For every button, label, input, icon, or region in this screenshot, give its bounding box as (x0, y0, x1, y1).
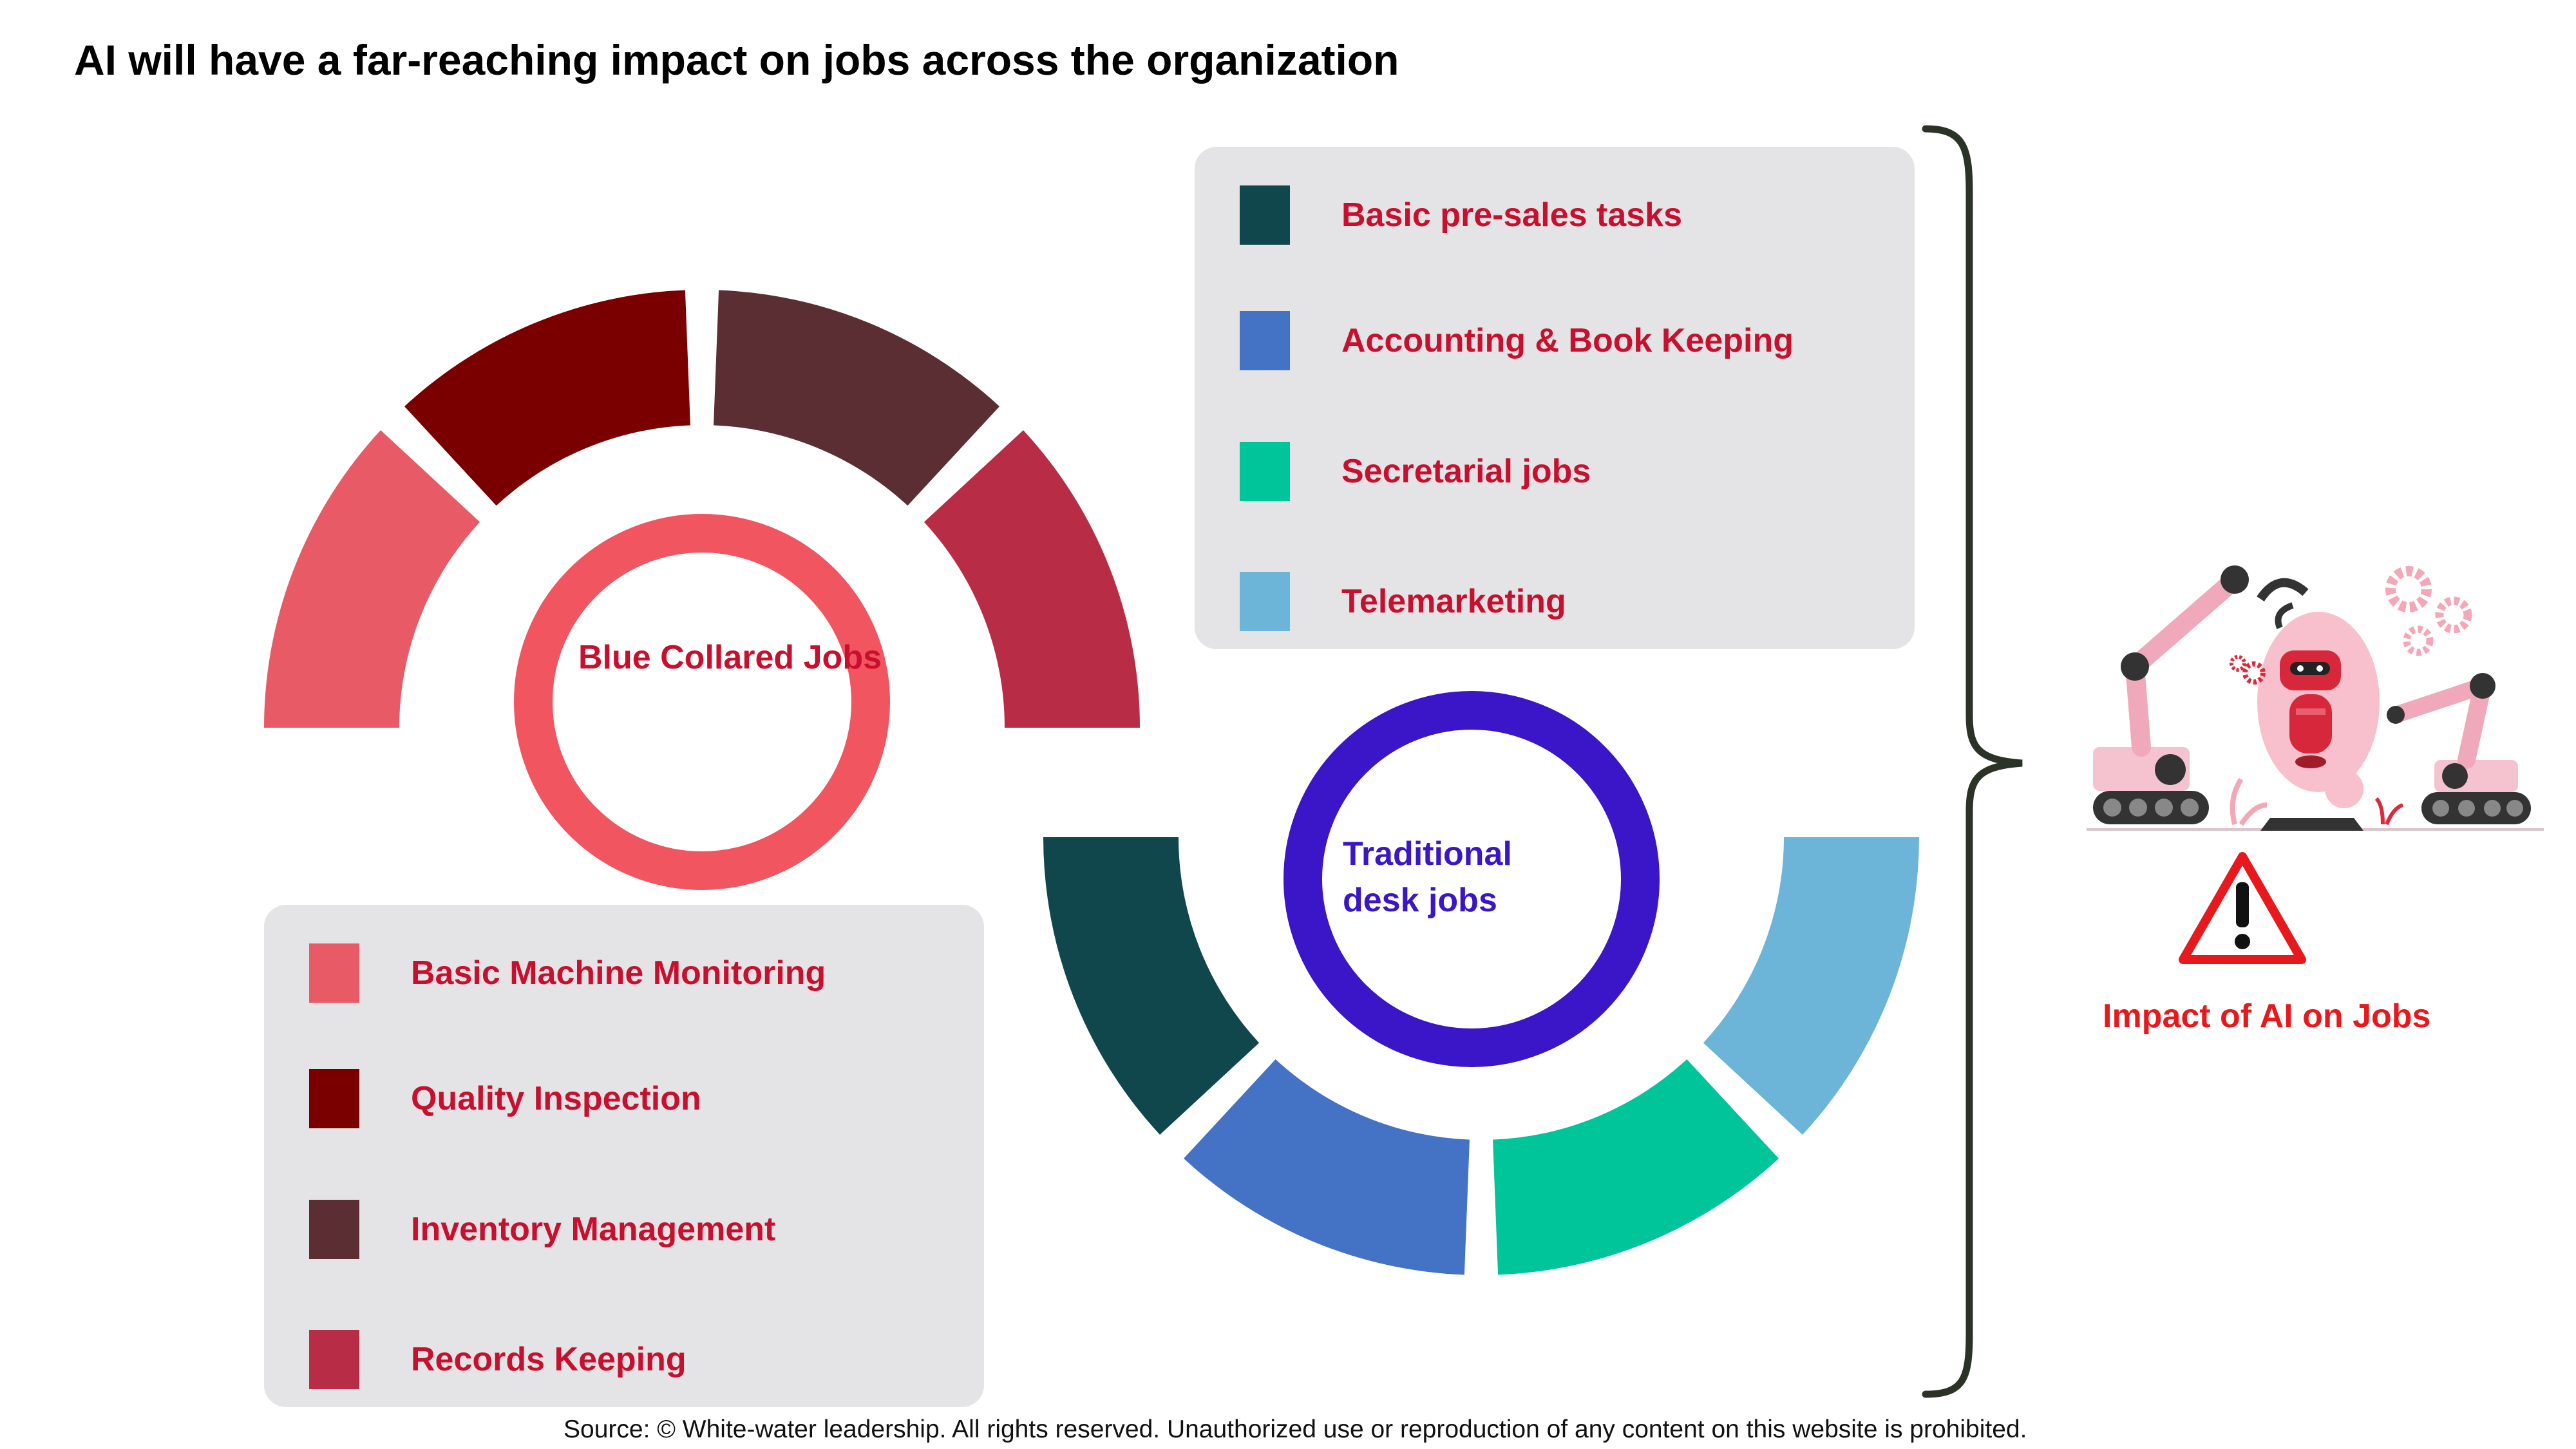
desk-half-ring (1043, 837, 1919, 1275)
blue-collar-segment-2 (404, 290, 690, 506)
legend-swatch (1240, 442, 1290, 501)
warning-triangle-icon (2179, 852, 2306, 964)
blue-collar-center-ring (514, 514, 890, 890)
legend-item-telemarketing: Telemarketing (1240, 572, 1566, 631)
legend-item-records-keeping: Records Keeping (309, 1330, 687, 1389)
legend-label: Basic Machine Monitoring (411, 954, 826, 992)
desk-center-ring (1283, 691, 1660, 1067)
desk-center-label: Traditional desk jobs (1343, 831, 1512, 923)
legend-item-machine-monitoring: Basic Machine Monitoring (309, 943, 826, 1003)
blue-collar-segment-3 (714, 290, 1000, 506)
desk-segment-2 (1183, 1059, 1470, 1275)
legend-swatch (1240, 185, 1290, 245)
curly-brace (1922, 125, 2023, 1398)
desk-center-label-line2: desk jobs (1343, 882, 1497, 919)
blue-collar-half-ring (264, 290, 1140, 728)
impact-label: Impact of AI on Jobs (2103, 998, 2431, 1035)
desk-segment-3 (1493, 1059, 1779, 1275)
legend-swatch (1240, 311, 1290, 370)
desk-jobs-legend: Basic pre-sales tasks Accounting & Book … (1195, 147, 1915, 649)
legend-swatch (1240, 572, 1290, 631)
source-note: Source: © White-water leadership. All ri… (564, 1416, 2027, 1443)
legend-item-secretarial: Secretarial jobs (1240, 442, 1591, 501)
legend-item-quality-inspection: Quality Inspection (309, 1069, 701, 1128)
desk-segment-1 (1043, 837, 1260, 1135)
blue-collar-segment-1 (264, 430, 480, 728)
legend-swatch (309, 1330, 359, 1389)
legend-label: Accounting & Book Keeping (1341, 322, 1794, 359)
legend-swatch (309, 943, 359, 1003)
blue-collar-segment-4 (923, 430, 1140, 728)
desk-segment-4 (1703, 837, 1919, 1135)
robot-arms-illustration (2087, 565, 2544, 831)
legend-item-inventory-management: Inventory Management (309, 1200, 775, 1259)
legend-item-basic-pre-sales: Basic pre-sales tasks (1240, 185, 1682, 245)
blue-collar-center-label: Blue Collared Jobs (578, 639, 882, 676)
legend-label: Basic pre-sales tasks (1341, 196, 1683, 234)
legend-label: Secretarial jobs (1341, 453, 1591, 490)
legend-swatch (309, 1069, 359, 1128)
legend-label: Records Keeping (411, 1341, 687, 1378)
legend-item-accounting: Accounting & Book Keeping (1240, 311, 1794, 370)
legend-label: Telemarketing (1341, 583, 1566, 620)
page-title: AI will have a far-reaching impact on jo… (74, 36, 1399, 84)
blue-collar-jobs-legend: Basic Machine Monitoring Quality Inspect… (264, 905, 984, 1407)
legend-swatch (309, 1200, 359, 1259)
legend-label: Inventory Management (411, 1211, 776, 1248)
desk-center-label-line1: Traditional (1343, 835, 1512, 873)
legend-label: Quality Inspection (411, 1080, 701, 1117)
